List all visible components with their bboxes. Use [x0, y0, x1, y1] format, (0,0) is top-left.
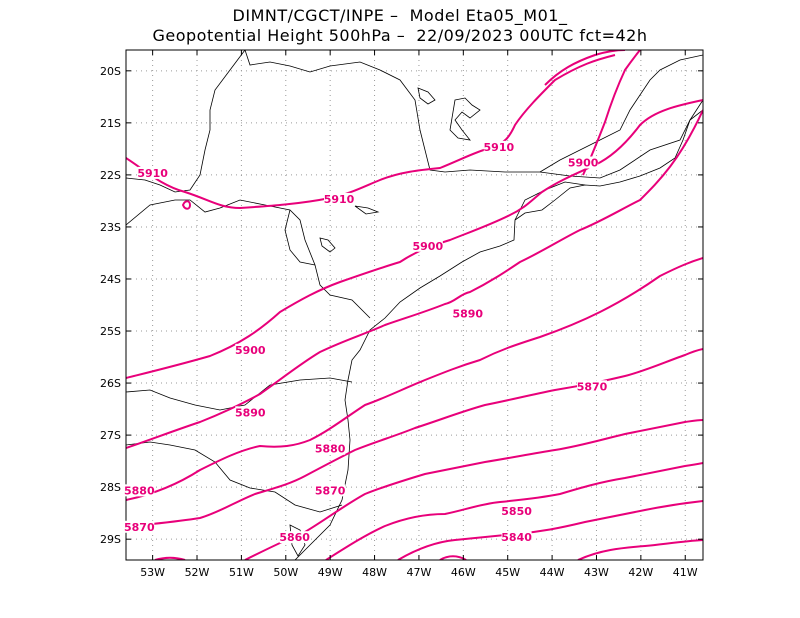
contour-5880	[126, 257, 703, 501]
political-boundaries	[126, 50, 703, 560]
plot-frame	[125, 49, 704, 561]
contour-label: 5870	[577, 380, 608, 393]
contour-5850	[325, 462, 703, 560]
contour-label-bg	[452, 307, 483, 320]
lon-tick-label: 43W	[584, 566, 609, 579]
lon-tick-label: 49W	[318, 566, 343, 579]
contour-label-bg	[315, 442, 346, 455]
contour-labels: 5910 5910 5910 5900 5900 5900 5890 5890 5880 5880…	[124, 140, 608, 544]
reservoir-tiete	[354, 205, 380, 215]
contour-5910-loop	[181, 200, 192, 210]
lon-tick-label: 52W	[185, 566, 210, 579]
state-border-mg-rj-es	[539, 54, 703, 173]
contour-label-bg	[501, 505, 532, 518]
contour-label: 5870	[124, 521, 155, 534]
graticule-grid	[126, 50, 703, 560]
contour-label: 5910	[324, 193, 355, 206]
lon-tick-label: 48W	[362, 566, 387, 579]
state-border-ms-pr	[284, 209, 316, 266]
coastline	[294, 109, 703, 560]
contour-label: 5890	[452, 307, 483, 320]
lon-axis: 53W 52W 51W 50W 49W 48W 47W 46W 45W 44W 43W 42W 41W	[140, 50, 698, 579]
contour-label: 5900	[235, 344, 266, 357]
contour-label: 5840	[501, 531, 532, 544]
contour-label: 5880	[124, 484, 155, 497]
contour-label-bg	[235, 406, 266, 419]
reservoir-parana	[319, 237, 336, 253]
lake-furnas	[417, 87, 436, 105]
contour-label-bg	[124, 520, 155, 533]
contour-label-bg	[235, 343, 266, 356]
contour-label-bg	[577, 380, 608, 393]
contour-5900-main	[126, 99, 703, 379]
contour-5830	[577, 539, 703, 560]
contour-label: 5910	[484, 141, 515, 154]
contour-label-bg	[124, 484, 155, 497]
lon-tick-label: 42W	[628, 566, 653, 579]
contour-label-bg	[324, 192, 355, 205]
contour-label-bg	[412, 239, 443, 252]
lon-tick-label: 44W	[540, 566, 565, 579]
lat-axis: 20S 21S 22S 23S 24S 25S 26S 27S 28S 29S	[100, 65, 703, 546]
contour-5900-north	[582, 50, 641, 176]
contour-label: 5900	[413, 240, 444, 253]
lat-tick-label: 29S	[100, 533, 121, 546]
lon-tick-label: 41W	[673, 566, 698, 579]
lat-tick-label: 24S	[100, 273, 121, 286]
contour-5910-west	[126, 54, 616, 210]
contour-label-bg	[483, 140, 514, 153]
lat-tick-label: 22S	[100, 169, 121, 182]
lat-tick-label: 27S	[100, 429, 121, 442]
contour-label-bg	[137, 166, 168, 179]
chart-title-line1: DIMNT/CGCT/INPE – Model Eta05_M01_	[232, 6, 568, 25]
contour-label-bg	[568, 156, 599, 169]
lat-tick-label: 25S	[100, 325, 121, 338]
lon-tick-label: 47W	[407, 566, 432, 579]
lon-tick-label: 45W	[495, 566, 520, 579]
reservoir-lakes	[449, 97, 481, 141]
state-border-mg-west	[126, 50, 246, 193]
lat-tick-label: 20S	[100, 65, 121, 78]
contour-label: 5900	[568, 156, 599, 169]
contour-label-bg	[315, 484, 346, 497]
contour-5870	[126, 348, 703, 528]
lat-tick-label: 23S	[100, 221, 121, 234]
contour-label: 5870	[315, 484, 346, 497]
contour-5910-upper	[544, 50, 626, 86]
state-border-sc-rs	[126, 441, 343, 513]
contour-5840-dip	[439, 555, 467, 560]
contour-label: 5850	[501, 505, 532, 518]
lat-tick-label: 26S	[100, 377, 121, 390]
contour-label-bg	[501, 531, 532, 544]
contour-label: 5880	[315, 443, 346, 456]
contour-label-bg	[279, 531, 310, 544]
contour-5890	[126, 109, 703, 449]
lon-tick-label: 46W	[451, 566, 476, 579]
state-border-mg-sp	[244, 50, 703, 179]
contour-label: 5860	[279, 531, 310, 544]
contour-label: 5890	[235, 406, 266, 419]
contour-label: 5910	[137, 167, 168, 180]
lon-tick-label: 50W	[273, 566, 298, 579]
contour-5840	[397, 500, 703, 560]
contour-bottom-left	[154, 556, 186, 560]
chart-title-line2: Geopotential Height 500hPa – 22/09/2023 …	[152, 26, 648, 45]
state-border-sp-pr	[126, 199, 371, 319]
lon-tick-label: 53W	[140, 566, 165, 579]
lon-tick-label: 51W	[229, 566, 254, 579]
lat-tick-label: 21S	[100, 117, 121, 130]
contour-5860	[244, 419, 703, 560]
lat-tick-label: 28S	[100, 481, 121, 494]
geopotential-contours	[126, 50, 703, 560]
